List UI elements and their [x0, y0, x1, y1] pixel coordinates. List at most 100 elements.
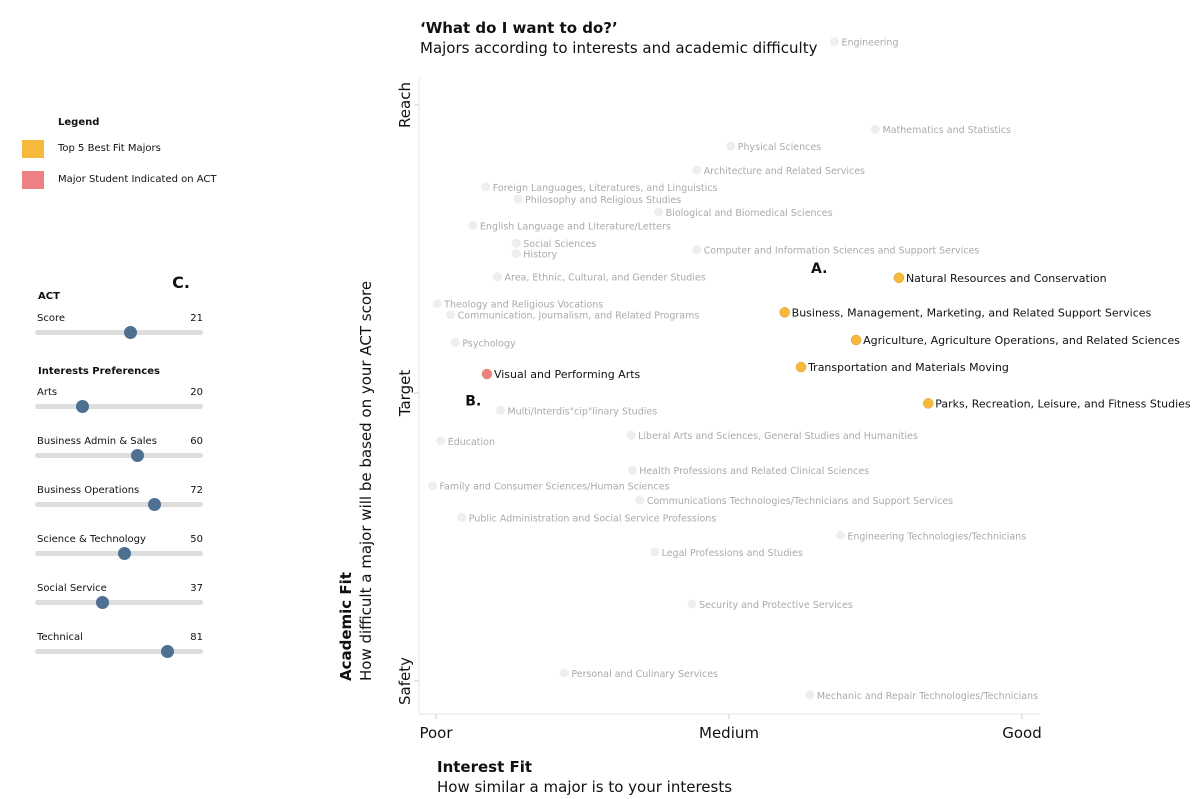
slider-track[interactable] — [35, 330, 203, 335]
data-point[interactable] — [692, 165, 702, 175]
data-point-label: Multi/Interdis"cip"linary Studies — [507, 406, 657, 417]
x-axis-subtitle: How similar a major is to your interests — [437, 778, 732, 796]
chart-subtitle: Majors according to interests and academ… — [420, 39, 818, 57]
annotation-label: B. — [465, 394, 481, 410]
act-score-slider[interactable]: Score 21 — [35, 313, 203, 347]
data-point[interactable] — [650, 547, 660, 557]
data-point-label: Communications Technologies/Technicians … — [647, 496, 953, 507]
y-axis-title: Academic Fit — [337, 572, 355, 681]
data-point[interactable] — [450, 337, 460, 347]
slider-track[interactable] — [35, 600, 203, 605]
data-point-label: Business, Management, Marketing, and Rel… — [792, 306, 1152, 319]
data-point[interactable] — [481, 368, 493, 380]
data-point-label: Parks, Recreation, Leisure, and Fitness … — [935, 397, 1191, 410]
data-point[interactable] — [468, 220, 478, 230]
data-point[interactable] — [495, 405, 505, 415]
slider-label: Business Admin & Sales — [37, 436, 157, 447]
slider-label: Technical — [37, 632, 83, 643]
legend-swatch-pink — [22, 171, 44, 189]
slider-value: 50 — [190, 534, 203, 545]
slider-track[interactable] — [35, 404, 203, 409]
legend-swatch-orange — [22, 140, 44, 158]
data-point-label: Visual and Performing Arts — [494, 368, 641, 381]
x-axis-title: Interest Fit — [437, 758, 532, 776]
data-point-label: Social Sciences — [523, 239, 596, 250]
axes: Poor Medium Good Safety Target Reach — [396, 78, 1042, 742]
data-point[interactable] — [427, 481, 437, 491]
data-point[interactable] — [635, 495, 645, 505]
y-tick-label: Target — [396, 370, 414, 418]
y-tick-label: Safety — [396, 657, 414, 705]
social-service-slider[interactable]: Social Service 37 — [35, 583, 203, 617]
slider-thumb[interactable] — [124, 326, 138, 339]
slider-track[interactable] — [35, 453, 203, 458]
data-point[interactable] — [805, 690, 815, 700]
data-point[interactable] — [835, 530, 845, 540]
data-point-label: Psychology — [462, 338, 516, 349]
data-point[interactable] — [559, 668, 569, 678]
slider-thumb[interactable] — [117, 547, 131, 560]
data-point-label: Health Professions and Related Clinical … — [639, 466, 869, 477]
slider-label: Social Service — [37, 583, 107, 594]
science-technology-slider[interactable]: Science & Technology 50 — [35, 534, 203, 568]
data-point-label: Personal and Culinary Services — [571, 669, 718, 680]
data-point-label: Education — [448, 437, 495, 448]
data-point[interactable] — [511, 238, 521, 248]
data-point[interactable] — [871, 124, 880, 134]
slider-label: Science & Technology — [37, 534, 146, 545]
slider-thumb[interactable] — [147, 498, 161, 511]
data-point[interactable] — [511, 249, 521, 259]
slider-thumb[interactable] — [130, 449, 144, 462]
legend-title: Legend — [58, 117, 100, 128]
data-point-label: Theology and Religious Vocations — [443, 300, 603, 311]
data-point[interactable] — [850, 334, 862, 346]
data-point-label: Legal Professions and Studies — [662, 548, 803, 559]
data-point[interactable] — [446, 310, 456, 320]
interests-section-title: Interests Preferences — [38, 366, 160, 377]
slider-thumb[interactable] — [95, 596, 109, 609]
data-point[interactable] — [493, 272, 503, 282]
data-point[interactable] — [436, 436, 446, 446]
data-point[interactable] — [654, 207, 664, 217]
data-point-label: Public Administration and Social Service… — [469, 513, 717, 524]
x-tick-label: Poor — [419, 724, 453, 742]
data-point[interactable] — [726, 141, 736, 151]
business-operations-slider[interactable]: Business Operations 72 — [35, 485, 203, 519]
annotation-label: A. — [811, 261, 827, 277]
data-point[interactable] — [481, 182, 491, 192]
act-section-title: ACT — [38, 291, 60, 302]
slider-track[interactable] — [35, 649, 203, 654]
slider-label: Arts — [37, 387, 58, 398]
annotations: A. B. — [465, 261, 827, 409]
data-point[interactable] — [779, 307, 790, 318]
arts-slider[interactable]: Arts 20 — [35, 387, 203, 421]
data-point-label: English Language and Literature/Letters — [480, 221, 671, 232]
slider-track[interactable] — [35, 502, 203, 507]
slider-value: 37 — [190, 583, 203, 594]
data-point[interactable] — [513, 194, 523, 204]
slider-thumb[interactable] — [75, 400, 89, 413]
business-admin-sales-slider[interactable]: Business Admin & Sales 60 — [35, 436, 203, 470]
data-point-label: Agriculture, Agriculture Operations, and… — [863, 334, 1180, 347]
slider-label: Score — [37, 313, 66, 324]
slider-value: 81 — [190, 632, 203, 643]
data-point[interactable] — [687, 599, 697, 609]
data-point[interactable] — [922, 398, 934, 409]
data-point-label: Philosophy and Religious Studies — [525, 195, 681, 206]
data-point[interactable] — [893, 272, 905, 284]
data-point[interactable] — [829, 37, 839, 47]
data-point-label: Natural Resources and Conservation — [906, 272, 1107, 285]
technical-slider[interactable]: Technical 81 — [35, 632, 203, 666]
controls-panel: C. ACT Score 21 Interests Preferences Ar… — [35, 270, 215, 670]
data-point[interactable] — [457, 512, 467, 522]
data-point[interactable] — [432, 299, 442, 309]
slider-thumb[interactable] — [161, 645, 175, 658]
legend-item-top5: Top 5 Best Fit Majors — [22, 140, 272, 160]
data-point[interactable] — [795, 361, 807, 373]
data-point[interactable] — [626, 430, 636, 440]
data-point[interactable] — [692, 245, 702, 255]
slider-value: 72 — [190, 485, 203, 496]
data-point[interactable] — [627, 465, 637, 475]
data-point-label: Mechanic and Repair Technologies/Technic… — [817, 691, 1038, 702]
